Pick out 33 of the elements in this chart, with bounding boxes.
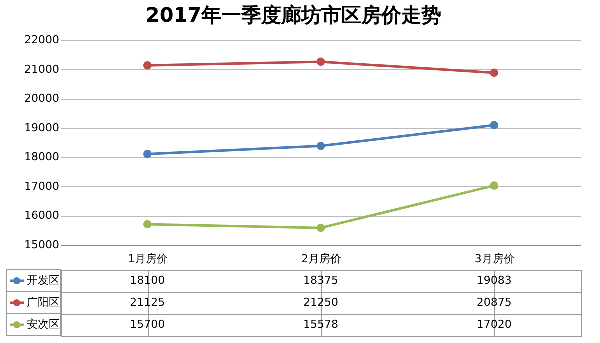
data-label: 18100 xyxy=(130,274,166,287)
data-label: 20875 xyxy=(476,296,512,309)
data-label: 19083 xyxy=(476,274,512,287)
y-tick-label: 22000 xyxy=(24,34,60,46)
point xyxy=(490,182,499,190)
legend-label: 广阳区 xyxy=(27,296,60,309)
point xyxy=(316,224,326,232)
data-label: 18375 xyxy=(304,274,338,287)
point xyxy=(143,150,152,158)
x-tick-label: 2月房价 xyxy=(302,252,342,266)
x-tick-label: 1月房价 xyxy=(128,252,168,266)
y-tick-label: 19000 xyxy=(24,121,60,134)
data-label: 15578 xyxy=(304,318,338,331)
point xyxy=(490,68,499,78)
point xyxy=(143,220,152,229)
y-tick-label: 17000 xyxy=(24,180,60,193)
y-tick-label: 15000 xyxy=(24,238,60,252)
chart-title: 2017年一季度廊坊市区房价走势 xyxy=(146,3,442,27)
data-label: 21125 xyxy=(130,296,166,309)
y-tick-label: 16000 xyxy=(24,209,60,222)
y-tick-label: 21000 xyxy=(24,62,60,76)
data-label: 17020 xyxy=(476,318,512,331)
y-tick-label: 18000 xyxy=(24,150,60,164)
legend-label: 开发区 xyxy=(27,274,60,287)
data-label: 15700 xyxy=(130,318,166,331)
legend-label: 安次区 xyxy=(27,318,60,331)
x-tick-label: 3月房价 xyxy=(474,252,515,266)
y-tick-label: 20000 xyxy=(24,92,60,106)
point xyxy=(490,121,499,130)
point xyxy=(316,142,326,150)
data-label: 21250 xyxy=(304,296,338,309)
point xyxy=(143,61,152,70)
point xyxy=(316,58,326,66)
